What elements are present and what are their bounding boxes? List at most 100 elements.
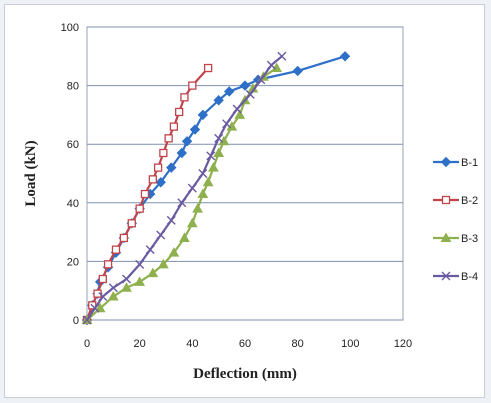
data-point-b-2 xyxy=(159,148,168,158)
data-point-b-3 xyxy=(186,217,198,228)
legend-label-b-4: B-4 xyxy=(461,271,478,283)
x-tick-label: 100 xyxy=(341,338,359,350)
data-point-b-2 xyxy=(169,122,179,131)
legend-marker-b-1 xyxy=(440,156,452,168)
data-point-b-4 xyxy=(166,215,176,225)
data-point-b-3 xyxy=(208,162,219,172)
x-tick-label: 20 xyxy=(134,338,146,350)
data-point-b-2 xyxy=(164,134,173,143)
legend-marker-b-2 xyxy=(441,195,451,205)
data-point-b-3 xyxy=(121,282,132,292)
series-line-b-3 xyxy=(86,67,278,321)
data-point-b-3 xyxy=(179,232,190,242)
data-point-b-1 xyxy=(223,86,235,97)
load-deflection-chart: 0 20 40 60 80 100 0 20 40 60 80 100 120 Load (kN) D… xyxy=(23,22,478,382)
data-point-b-3 xyxy=(94,302,106,313)
legend-label-b-2: B-2 xyxy=(461,195,478,207)
legend-marker-b-3 xyxy=(440,232,452,242)
data-point-b-4 xyxy=(108,283,118,293)
legend-item-b-2: B-2 xyxy=(433,195,478,207)
legend-item-b-1: B-1 xyxy=(433,156,478,169)
data-point-b-2 xyxy=(148,175,157,184)
data-point-b-4 xyxy=(245,89,255,99)
data-point-b-4 xyxy=(266,60,276,70)
legend-marker-b-4 xyxy=(441,271,451,281)
data-point-b-2 xyxy=(127,219,136,228)
data-point-b-2 xyxy=(175,107,184,117)
chart-frame: 0 20 40 60 80 100 0 20 40 60 80 100 120 Load (kN) D… xyxy=(4,4,485,398)
x-tick-label: 0 xyxy=(84,338,90,350)
x-tick-label: 120 xyxy=(394,338,412,350)
data-point-b-2 xyxy=(135,204,144,213)
data-point-b-3 xyxy=(107,291,119,301)
data-point-b-4 xyxy=(122,274,131,284)
data-point-b-4 xyxy=(98,292,108,302)
data-point-b-2 xyxy=(93,289,102,298)
data-point-b-4 xyxy=(256,75,266,85)
data-point-b-2 xyxy=(203,63,213,73)
data-point-b-4 xyxy=(90,303,100,313)
series-layer xyxy=(81,51,351,326)
y-tick-labels: 0 20 40 60 80 100 xyxy=(61,22,79,327)
data-point-b-4 xyxy=(222,119,232,129)
data-point-b-3 xyxy=(134,276,146,286)
data-point-b-4 xyxy=(82,315,92,325)
data-point-b-3 xyxy=(197,188,209,199)
legend-item-b-3: B-3 xyxy=(433,232,478,245)
data-point-b-4 xyxy=(206,151,216,161)
data-point-b-3 xyxy=(158,258,169,269)
x-tick-label: 60 xyxy=(239,338,251,350)
y-tick-label: 80 xyxy=(67,81,79,93)
data-point-b-1 xyxy=(213,95,224,106)
series-b-4 xyxy=(82,51,287,325)
legend-item-b-4: B-4 xyxy=(433,271,478,283)
data-point-b-3 xyxy=(168,247,180,257)
data-point-b-1 xyxy=(197,109,209,121)
x-tick-labels: 0 20 40 60 80 100 120 xyxy=(84,338,412,350)
data-point-b-2 xyxy=(188,81,197,90)
data-point-b-2 xyxy=(119,233,129,243)
x-axis-title: Deflection (mm) xyxy=(193,366,297,382)
data-point-b-3 xyxy=(234,109,246,119)
data-point-b-4 xyxy=(187,183,197,193)
legend: B-1 B-2 B-3 B-4 xyxy=(433,156,478,283)
data-point-b-4 xyxy=(177,198,187,208)
y-tick-label: 0 xyxy=(73,315,79,327)
data-point-b-1 xyxy=(166,162,177,173)
data-point-b-2 xyxy=(140,189,150,199)
data-point-b-1 xyxy=(155,177,166,188)
data-point-b-4 xyxy=(135,259,145,269)
y-axis-title: Load (kN) xyxy=(23,140,39,206)
data-point-b-3 xyxy=(147,267,159,278)
data-point-b-2 xyxy=(98,274,107,284)
data-point-b-4 xyxy=(277,51,287,61)
series-b-2 xyxy=(82,63,213,325)
plot-area xyxy=(86,26,404,321)
y-tick-label: 100 xyxy=(61,22,79,34)
y-tick-label: 40 xyxy=(67,198,79,210)
data-point-b-3 xyxy=(192,203,203,213)
data-point-b-4 xyxy=(198,169,208,178)
y-tick-label: 60 xyxy=(67,139,79,151)
data-point-b-3 xyxy=(213,147,225,157)
data-point-b-2 xyxy=(153,163,163,172)
data-point-b-4 xyxy=(156,230,166,240)
series-b-3 xyxy=(81,62,282,324)
data-point-b-3 xyxy=(202,176,214,187)
data-point-b-1 xyxy=(239,80,251,91)
data-point-b-1 xyxy=(181,136,193,147)
legend-label-b-1: B-1 xyxy=(461,157,478,169)
data-point-b-1 xyxy=(189,124,201,135)
x-tick-label: 80 xyxy=(292,338,304,350)
data-point-b-4 xyxy=(232,104,242,114)
data-point-b-1 xyxy=(339,51,351,62)
data-point-b-2 xyxy=(103,260,113,269)
data-point-b-1 xyxy=(292,65,303,77)
data-point-b-2 xyxy=(180,93,189,102)
data-point-b-1 xyxy=(176,147,188,159)
x-tick-label: 40 xyxy=(186,338,198,350)
y-tick-label: 20 xyxy=(67,256,79,268)
legend-label-b-3: B-3 xyxy=(461,233,478,245)
data-point-b-4 xyxy=(214,133,224,143)
data-point-b-4 xyxy=(145,245,155,255)
